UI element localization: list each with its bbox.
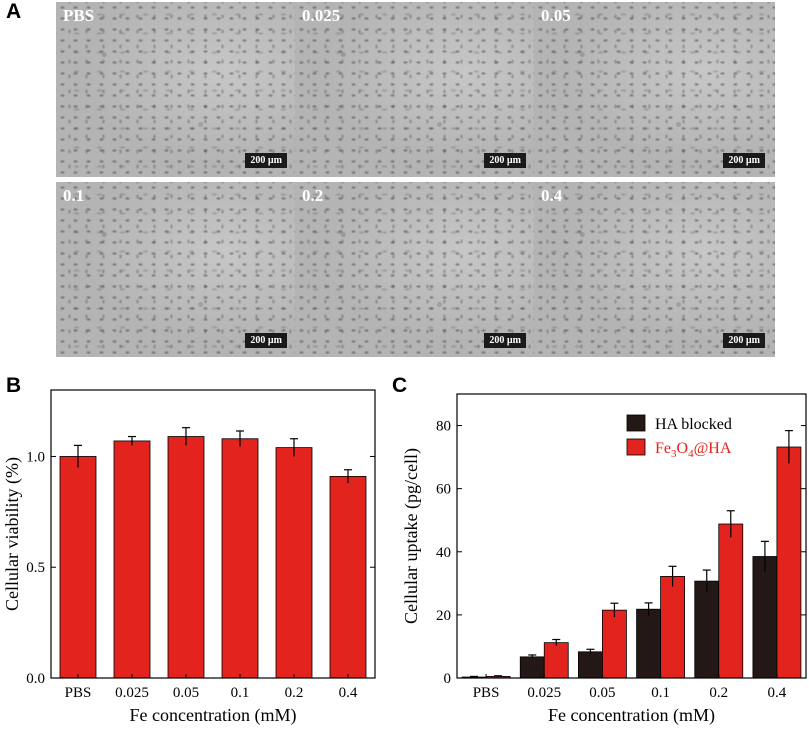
micrograph-4: 0.2 200 µm: [295, 182, 536, 357]
x-tick-label: PBS: [65, 685, 92, 701]
y-axis-label: Cellular viability (%): [2, 457, 23, 611]
scale-bar: 200 µm: [245, 153, 287, 168]
x-tick-label: 0.025: [527, 685, 561, 701]
y-tick-label: 1.0: [26, 449, 45, 465]
viability-chart: 0.0 0.5 1.0 PBS 0.025 0.05 0.1 0.2 0.4 Fe concent…: [2, 389, 376, 726]
bar-1-3: [660, 575, 685, 679]
bar-0-1: [113, 440, 151, 679]
bar-0-5: [329, 476, 367, 679]
cell-texture: [56, 182, 297, 357]
micrograph-label: 0.1: [63, 186, 85, 205]
micrograph-label: 0.05: [541, 6, 571, 25]
x-tick-label: 0.1: [651, 685, 670, 701]
scale-bar: 200 µm: [484, 333, 526, 348]
axes-frame: [50, 389, 376, 679]
panel-letter-a: A: [6, 0, 22, 23]
bar-0-3: [221, 438, 259, 679]
x-tick-label: 0.025: [115, 685, 149, 701]
cell-texture: [295, 2, 536, 177]
legend-swatch-ha-blocked: [626, 414, 646, 432]
micrograph-3: 0.1 200 µm: [56, 182, 297, 357]
micrograph-1: 0.025 200 µm: [295, 2, 536, 177]
x-tick-label: 0.05: [173, 685, 199, 701]
scale-bar: 200 µm: [723, 333, 765, 348]
cell-texture: [534, 182, 775, 357]
x-axis-label: Fe concentration (mM): [130, 705, 297, 726]
uptake-chart: 0 20 40 60 80 PBS 0.025 0.05 0.1 0.2 0.4 Fe concent…: [401, 393, 807, 726]
x-tick-label: PBS: [473, 685, 500, 701]
axes-frame: [456, 393, 807, 679]
scale-bar: 200 µm: [245, 333, 287, 348]
scale-bar: 200 µm: [723, 153, 765, 168]
micrograph-label: 0.4: [541, 186, 563, 205]
bar-1-4: [718, 523, 744, 679]
legend-label-ha-blocked: HA blocked: [655, 416, 732, 433]
cell-texture: [295, 182, 536, 357]
bar-1-2: [602, 609, 627, 679]
y-tick-label: 40: [436, 545, 451, 561]
scale-bar: 200 µm: [484, 153, 526, 168]
bar-0-2: [167, 436, 205, 679]
micrograph-label: 0.2: [302, 186, 324, 205]
panel-letter-b: B: [6, 374, 22, 397]
x-tick-label: 0.05: [589, 685, 615, 701]
bar-1-5: [776, 446, 802, 679]
bar-0-0: [59, 456, 97, 679]
micrograph-5: 0.4 200 µm: [534, 182, 775, 357]
x-tick-label: 0.1: [231, 685, 250, 701]
y-axis-label: Cellular uptake (pg/cell): [401, 448, 422, 624]
panel-letter-c: C: [392, 374, 408, 397]
micrograph-label: 0.025: [302, 6, 341, 25]
y-tick-label: 60: [436, 482, 451, 498]
y-tick-label: 20: [436, 608, 451, 624]
x-axis-label: Fe concentration (mM): [548, 705, 715, 726]
bar-0-1: [519, 656, 545, 679]
micrograph-2: 0.05 200 µm: [534, 2, 775, 177]
x-tick-label: 0.2: [709, 685, 728, 701]
bar-0-4: [694, 580, 720, 679]
bar-0-5: [752, 556, 778, 679]
x-tick-label: 0.2: [285, 685, 304, 701]
y-tick-label: 0: [444, 671, 452, 687]
micrograph-0: PBS 200 µm: [56, 2, 297, 177]
bar-1-1: [543, 642, 569, 679]
y-tick-label: 80: [436, 419, 451, 435]
x-tick-label: 0.4: [339, 685, 358, 701]
bar-0-2: [578, 651, 603, 679]
cell-texture: [534, 2, 775, 177]
micrograph-label: PBS: [63, 6, 95, 25]
bar-0-3: [636, 608, 661, 679]
bar-0-4: [275, 447, 313, 679]
legend-swatch-fe3o4-ha: [626, 438, 646, 456]
cell-texture: [56, 2, 297, 177]
y-tick-label: 0.0: [26, 671, 45, 687]
legend-label-fe3o4-ha: Fe3O4@HA: [655, 440, 732, 460]
x-tick-label: 0.4: [768, 685, 787, 701]
y-tick-label: 0.5: [26, 560, 45, 576]
